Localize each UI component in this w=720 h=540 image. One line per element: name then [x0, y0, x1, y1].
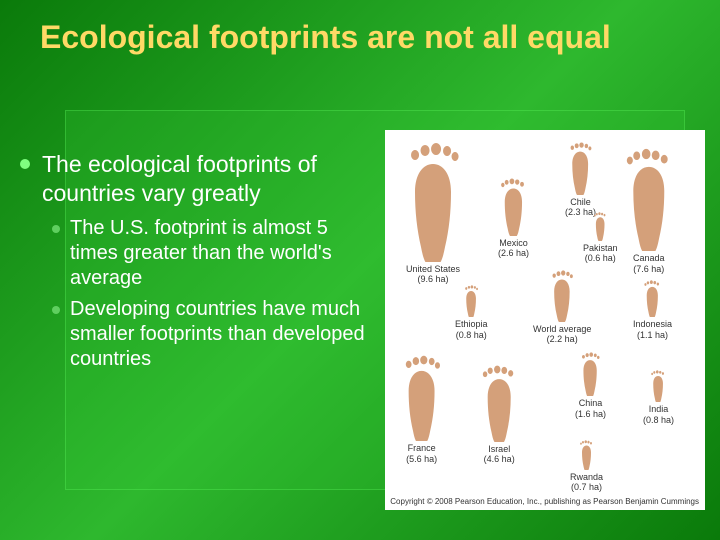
footprint-label: India(0.8 ha)	[643, 404, 674, 425]
list-item: The U.S. footprint is almost 5 times gre…	[52, 216, 380, 291]
footprint-label: World average(2.2 ha)	[533, 324, 591, 345]
footprint-label: Mexico(2.6 ha)	[498, 238, 529, 259]
footprint-icon	[579, 352, 601, 396]
footprint-figure: Copyright © 2008 Pearson Education, Inc.…	[385, 130, 705, 510]
footprint-icon	[567, 142, 593, 195]
footprint-label: Israel(4.6 ha)	[480, 444, 518, 465]
footprint-item: Chile(2.3 ha)	[565, 142, 596, 217]
footprint-icon	[403, 142, 463, 262]
bullet-text: Developing countries have much smaller f…	[70, 297, 380, 372]
footprint-label: United States(9.6 ha)	[403, 264, 463, 285]
footprint-item: Pakistan(0.6 ha)	[583, 212, 618, 263]
footprint-icon	[623, 148, 675, 251]
bullet-text: The ecological footprints of countries v…	[42, 150, 380, 208]
footprint-item: India(0.8 ha)	[643, 370, 674, 425]
footprint-item: Canada(7.6 ha)	[623, 148, 675, 274]
list-item: Developing countries have much smaller f…	[52, 297, 380, 372]
list-item: The ecological footprints of countries v…	[20, 150, 380, 208]
footprint-item: France(5.6 ha)	[400, 355, 443, 464]
bullet-icon	[52, 225, 60, 233]
footprint-label: Indonesia(1.1 ha)	[633, 319, 672, 340]
copyright-text: Copyright © 2008 Pearson Education, Inc.…	[390, 497, 699, 506]
footprint-item: Rwanda(0.7 ha)	[570, 440, 603, 493]
footprint-icon	[593, 212, 607, 241]
footprint-icon	[643, 280, 662, 317]
footprint-item: United States(9.6 ha)	[403, 142, 463, 285]
footprint-label: Pakistan(0.6 ha)	[583, 243, 618, 264]
bullet-list: The ecological footprints of countries v…	[20, 150, 380, 378]
footprint-icon	[463, 285, 479, 317]
footprint-label: China(1.6 ha)	[575, 398, 606, 419]
bullet-icon	[52, 306, 60, 314]
footprint-icon	[579, 440, 594, 470]
footprint-label: Canada(7.6 ha)	[623, 253, 675, 274]
slide-title: Ecological footprints are not all equal	[40, 18, 680, 56]
footprint-item: China(1.6 ha)	[575, 352, 606, 419]
footprint-item: World average(2.2 ha)	[533, 270, 591, 344]
footprint-icon	[480, 365, 518, 442]
footprint-icon	[650, 370, 666, 402]
footprint-icon	[499, 178, 528, 236]
footprint-icon	[400, 355, 443, 441]
footprint-item: Mexico(2.6 ha)	[498, 178, 529, 258]
footprint-icon	[549, 270, 575, 322]
bullet-icon	[20, 159, 30, 169]
footprint-item: Ethiopia(0.8 ha)	[455, 285, 488, 340]
footprint-label: Ethiopia(0.8 ha)	[455, 319, 488, 340]
bullet-text: The U.S. footprint is almost 5 times gre…	[70, 216, 380, 291]
footprint-label: Rwanda(0.7 ha)	[570, 472, 603, 493]
footprint-item: Indonesia(1.1 ha)	[633, 280, 672, 340]
footprint-item: Israel(4.6 ha)	[480, 365, 518, 464]
footprint-label: France(5.6 ha)	[400, 443, 443, 464]
